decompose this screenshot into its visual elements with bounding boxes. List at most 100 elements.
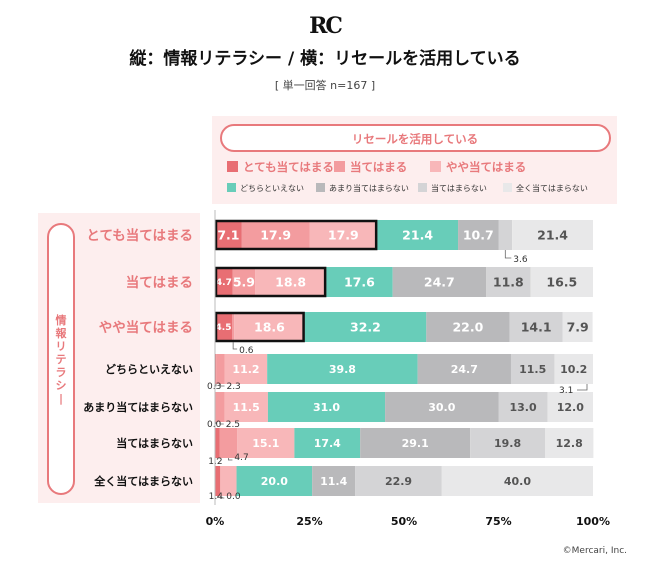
bar-segment [232,312,235,342]
data-label: 10.2 [560,363,587,376]
legend-title: リセールを活用している [352,132,478,146]
bar-segment [255,267,327,297]
bar-segment [241,220,310,250]
data-label: 18.8 [275,275,306,290]
category-label: あまり当てはまらない [83,400,193,414]
data-label: 32.2 [350,320,381,335]
data-label: 17.6 [344,275,375,290]
data-label: 7.9 [567,320,589,335]
data-label: 29.1 [402,437,429,450]
data-label: 11.5 [233,401,260,414]
bar-segment [215,312,233,342]
bar-segment [309,220,378,250]
data-label: 3.1 [559,386,573,396]
highlight-box [214,266,327,298]
legend-swatch [227,183,236,192]
bar-segment [547,392,593,422]
bar-segment [498,392,548,422]
x-tick-label: 50% [391,515,417,528]
legend-swatch [316,183,325,192]
bar-segment [215,354,217,384]
bar-segment [544,428,594,458]
data-label: 7.1 [217,228,239,243]
logo: RC [309,13,342,39]
data-label: 12.0 [557,401,584,414]
bar-segment [510,354,555,384]
data-label: 17.9 [328,228,359,243]
bar-segment [417,354,511,384]
data-label: 11.4 [320,475,347,488]
bar-segment [530,267,593,297]
category-label: 当てはまる [126,274,193,291]
bar-segment [215,466,221,496]
leader-line [219,422,224,425]
leader-line [219,496,225,499]
leader-line [220,384,225,387]
data-label: 0.6 [239,346,254,356]
data-label: 5.9 [233,275,255,290]
category-label: やや当てはまる [99,319,193,336]
y-axis-title: 情報リテラシ| [56,313,68,405]
bar-segment [267,354,418,384]
bar-segment [220,466,237,496]
category-label: 全く当てはまらない [93,474,193,488]
bar-segment [441,466,593,496]
bar-segment [392,267,487,297]
data-label: 0.0 [226,492,241,502]
data-label: 17.9 [260,228,291,243]
legend-swatch [227,161,238,172]
bar-segment [237,428,295,458]
legend-swatch [503,183,512,192]
legend-swatch [430,161,441,172]
data-label: 18.6 [254,320,285,335]
bar-segment [219,428,238,458]
data-label: 12.8 [556,437,583,450]
legend-label: とても当てはまる [243,160,334,174]
highlight-box [214,311,305,343]
data-label: 1.4 [209,492,224,502]
bar-segment [458,220,499,250]
category-label: とても当てはまる [86,227,193,244]
legend-label: やや当てはまる [446,160,526,174]
legend-swatch [418,183,427,192]
data-label: 30.0 [428,401,455,414]
bar-segment [215,428,220,458]
bar-segment [486,267,531,297]
bar-segment [294,428,361,458]
data-label: 19.8 [494,437,521,450]
bar-segment [215,267,233,297]
data-label: 0.0 [207,420,222,430]
bar-segment [385,392,499,422]
data-label: 11.2 [232,363,259,376]
bar-segment [224,392,268,422]
data-label: 40.0 [504,475,531,488]
bar-segment [304,312,427,342]
data-label: 10.7 [463,228,494,243]
legend-label: あまり当てはまらない [329,183,409,193]
data-label: 4.5 [216,323,232,333]
bar-segment [470,428,545,458]
bar-segment [512,220,593,250]
bar-segment [215,220,242,250]
copyright: ©Mercari, Inc. [563,546,627,556]
bar-segment [562,312,593,342]
bar-segment [312,466,356,496]
legend-label: どちらといえない [240,184,304,193]
data-label: 11.5 [519,363,546,376]
data-label: 15.1 [252,437,279,450]
data-label: 20.0 [261,475,288,488]
leader-line [504,250,512,259]
sample-size: [ 単一回答 n=167 ] [275,78,375,92]
legend-label: 当てはまらない [431,183,487,193]
x-tick-label: 25% [296,515,322,528]
category-label: 当てはまらない [116,436,193,450]
bar-segment [215,392,225,422]
bar-segment [355,466,442,496]
bar-segment [360,428,471,458]
bar-segment [498,220,513,250]
x-tick-label: 75% [485,515,511,528]
bar-segment [377,220,459,250]
y-axis-title-pill [47,223,75,495]
data-label: 21.4 [537,228,568,243]
data-label: 22.0 [452,320,483,335]
